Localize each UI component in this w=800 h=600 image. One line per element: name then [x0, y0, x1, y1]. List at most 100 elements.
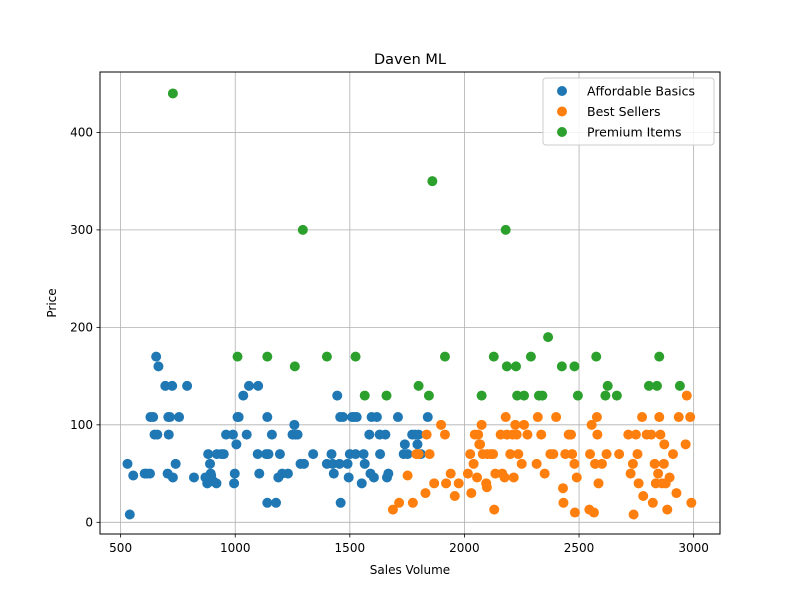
data-point: [668, 449, 679, 460]
data-point: [500, 412, 511, 423]
data-point: [643, 380, 654, 391]
data-point: [188, 472, 199, 483]
data-point: [638, 490, 649, 501]
y-tick-label: 0: [85, 516, 93, 530]
y-axis-ticks: 0 100 200 300 400: [70, 126, 100, 530]
data-point: [488, 449, 499, 460]
data-point: [466, 488, 477, 499]
data-point: [475, 439, 486, 450]
data-point: [153, 361, 164, 372]
data-point: [211, 478, 222, 489]
data-point: [274, 449, 285, 460]
data-point: [429, 478, 440, 489]
data-point: [422, 412, 433, 423]
data-point: [511, 361, 522, 372]
data-point: [221, 429, 232, 440]
data-point: [227, 429, 238, 440]
data-point: [441, 478, 452, 489]
data-point: [473, 429, 484, 440]
data-point: [685, 412, 696, 423]
data-point: [424, 449, 435, 460]
data-point: [654, 412, 665, 423]
data-point: [174, 412, 185, 423]
data-point: [537, 390, 548, 401]
data-point: [647, 497, 658, 508]
data-point: [659, 439, 670, 450]
data-point: [350, 351, 361, 362]
data-point: [364, 429, 375, 440]
data-point: [387, 504, 398, 515]
data-point: [383, 468, 394, 479]
data-point: [343, 472, 354, 483]
y-tick-label: 400: [70, 126, 93, 140]
data-point: [625, 468, 636, 479]
data-point: [151, 351, 162, 362]
data-point: [490, 468, 501, 479]
data-point: [601, 449, 612, 460]
data-point: [465, 449, 476, 460]
data-point: [468, 458, 479, 469]
data-point: [462, 468, 473, 479]
data-point: [412, 439, 423, 450]
x-tick-label: 2000: [449, 541, 480, 555]
data-point: [266, 429, 277, 440]
data-point: [402, 470, 413, 481]
data-point: [637, 412, 648, 423]
data-point: [262, 351, 273, 362]
data-point: [572, 390, 583, 401]
data-point: [167, 472, 178, 483]
data-point: [532, 412, 543, 423]
data-point: [585, 449, 596, 460]
data-point: [586, 419, 597, 430]
data-point: [262, 497, 273, 508]
data-point: [351, 412, 362, 423]
data-point: [148, 412, 159, 423]
data-point: [144, 468, 155, 479]
data-point: [680, 439, 691, 450]
data-point: [327, 458, 338, 469]
x-tick-label: 500: [109, 541, 132, 555]
data-point: [167, 88, 178, 99]
data-point: [551, 412, 562, 423]
data-point: [664, 472, 675, 483]
data-point: [182, 380, 193, 391]
data-point: [298, 458, 309, 469]
data-point: [350, 449, 361, 460]
data-point: [332, 390, 343, 401]
data-point: [164, 412, 175, 423]
legend-label: Affordable Basics: [587, 84, 695, 99]
data-point: [413, 429, 424, 440]
data-point: [593, 478, 604, 489]
data-point: [427, 176, 438, 187]
legend-label: Premium Items: [587, 125, 682, 140]
data-point: [243, 380, 254, 391]
plot-frame: [99, 71, 721, 535]
data-point: [654, 351, 665, 362]
data-point: [229, 468, 240, 479]
data-point: [519, 419, 530, 430]
data-point: [238, 390, 249, 401]
data-point: [358, 449, 369, 460]
x-axis-label: Sales Volume: [370, 563, 450, 577]
data-point: [633, 478, 644, 489]
data-point: [681, 390, 692, 401]
data-point: [445, 468, 456, 479]
grid-lines: [100, 72, 720, 534]
data-point: [499, 472, 510, 483]
series-premium-items: [167, 88, 685, 401]
data-point: [253, 380, 264, 391]
data-point: [392, 412, 403, 423]
data-point: [519, 390, 530, 401]
data-point: [476, 390, 487, 401]
data-points: [122, 88, 697, 520]
data-point: [337, 412, 348, 423]
data-point: [241, 429, 252, 440]
x-tick-label: 1500: [335, 541, 366, 555]
data-point: [413, 449, 424, 460]
data-point: [335, 497, 346, 508]
data-point: [262, 412, 273, 423]
series-affordable-basics: [122, 351, 433, 520]
data-point: [356, 478, 367, 489]
data-point: [368, 472, 379, 483]
